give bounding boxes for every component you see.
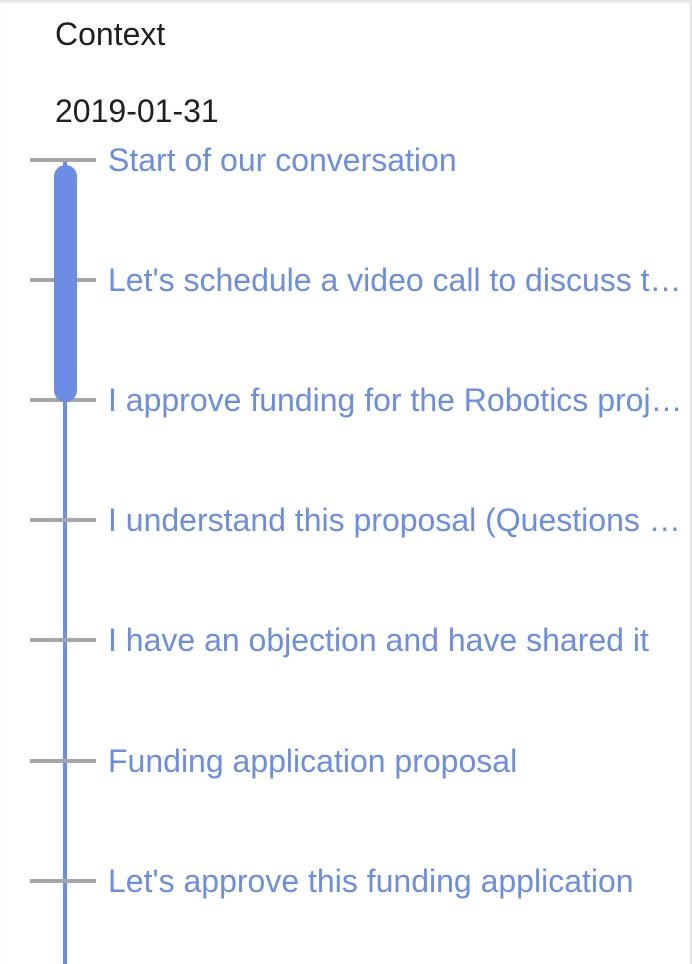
timeline-item[interactable]: I approve funding for the Robotics proje… (0, 380, 690, 420)
timeline-item-label: Let's schedule a video call to discuss t… (108, 262, 686, 298)
timeline-tick (30, 158, 96, 162)
timeline-scroll-thumb[interactable] (54, 165, 77, 402)
timeline-tick (30, 759, 96, 763)
timeline-item-label: I approve funding for the Robotics proje… (108, 382, 686, 418)
timeline-item-label: I understand this proposal (Questions an… (108, 502, 686, 538)
timeline-item[interactable]: I have an objection and have shared it (0, 620, 690, 660)
timeline-item[interactable]: Start of our conversation (0, 140, 690, 180)
timeline-tick (30, 879, 96, 883)
timeline-item-label: Let's approve this funding application (108, 863, 634, 899)
timeline-item[interactable]: Let's approve this funding application (0, 861, 690, 901)
timeline-item-label: Funding application proposal (108, 743, 518, 779)
timeline-item-label: Start of our conversation (108, 142, 457, 178)
date-label: 2019-01-31 (55, 93, 219, 129)
timeline-item[interactable]: I understand this proposal (Questions an… (0, 500, 690, 540)
timeline-item[interactable]: Let's schedule a video call to discuss t… (0, 260, 690, 300)
timeline-rail (63, 160, 67, 964)
timeline-item-label: I have an objection and have shared it (108, 622, 649, 658)
timeline-tick (30, 518, 96, 522)
timeline-item[interactable]: Funding application proposal (0, 741, 690, 781)
timeline-tick (30, 638, 96, 642)
panel-heading: Context (55, 16, 166, 52)
